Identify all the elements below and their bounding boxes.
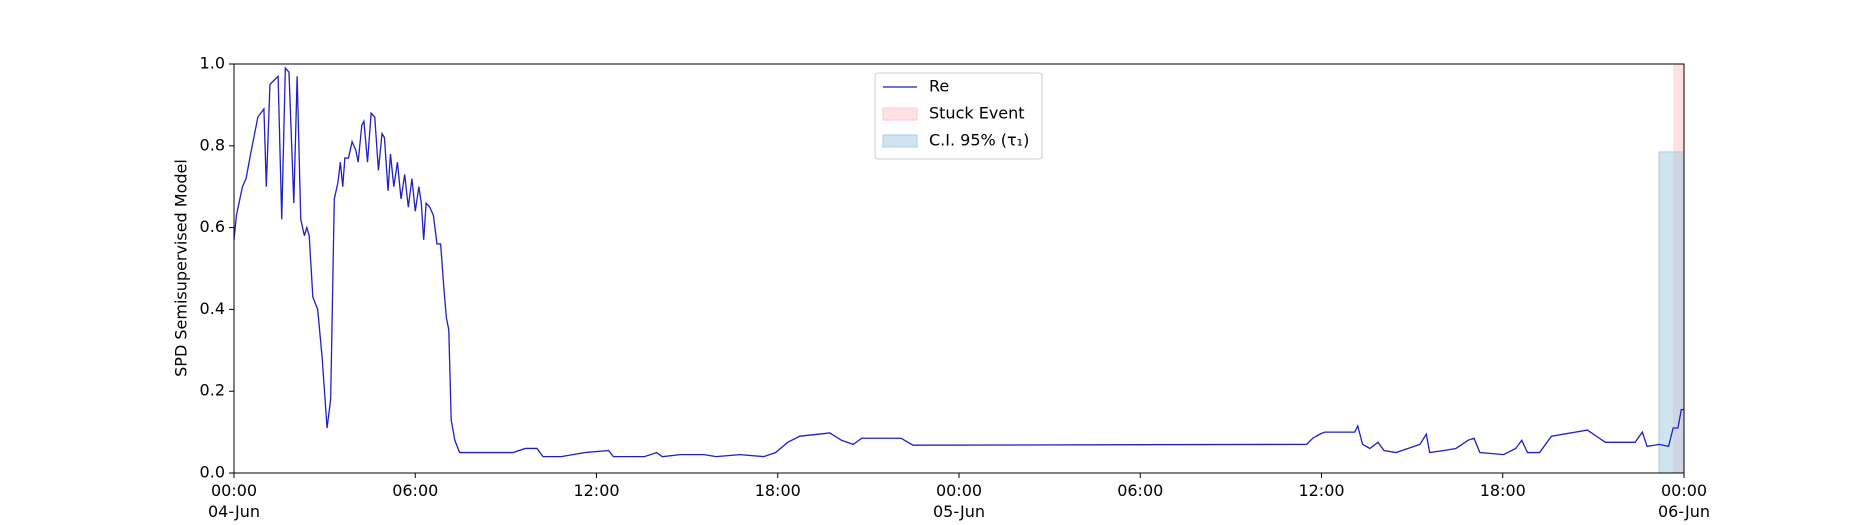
x-tick-label: 00:00 05-Jun	[932, 481, 986, 521]
x-tick-label: 18:00	[1479, 481, 1526, 500]
x-tick-label: 00:00 06-Jun	[1657, 481, 1711, 521]
legend-label: C.I. 95% (τ₁)	[929, 131, 1029, 150]
y-axis-label: SPD Semisupervised Model	[172, 159, 191, 377]
x-tick-label: 12:00	[1298, 481, 1345, 500]
legend-swatch	[882, 107, 918, 121]
y-tick-label: 0.8	[200, 135, 225, 154]
line	[233, 66, 1684, 458]
x-tick-label: 06:00	[392, 481, 439, 500]
legend-swatch	[882, 134, 918, 148]
y-tick-label: 0.6	[200, 217, 225, 236]
legend-label: Stuck Event	[929, 104, 1025, 123]
x-tick-label: 18:00	[754, 481, 801, 500]
legend-label: Re	[929, 77, 949, 96]
y-tick-label: 0.0	[200, 463, 225, 482]
y-tick-label: 0.4	[200, 299, 225, 318]
span	[1658, 151, 1685, 474]
legend: Re Stuck Event C.I. 95% (τ₁)	[874, 72, 1043, 160]
x-tick-label: 12:00	[573, 481, 620, 500]
x-tick-label: 00:00 04-Jun 1990	[207, 481, 261, 525]
x-tick-label: 06:00	[1117, 481, 1164, 500]
y-tick-label: 1.0	[200, 54, 225, 73]
y-tick-label: 0.2	[200, 381, 225, 400]
